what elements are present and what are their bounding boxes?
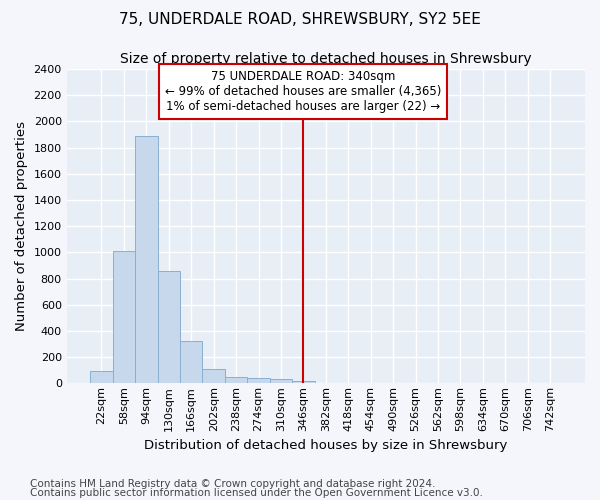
Bar bbox=[90, 372, 113, 384]
Y-axis label: Number of detached properties: Number of detached properties bbox=[15, 121, 28, 331]
Bar bbox=[113, 251, 135, 384]
Bar bbox=[202, 369, 225, 384]
Text: Contains HM Land Registry data © Crown copyright and database right 2024.: Contains HM Land Registry data © Crown c… bbox=[30, 479, 436, 489]
Text: 75, UNDERDALE ROAD, SHREWSBURY, SY2 5EE: 75, UNDERDALE ROAD, SHREWSBURY, SY2 5EE bbox=[119, 12, 481, 28]
Text: Contains public sector information licensed under the Open Government Licence v3: Contains public sector information licen… bbox=[30, 488, 483, 498]
Bar bbox=[292, 380, 314, 384]
Title: Size of property relative to detached houses in Shrewsbury: Size of property relative to detached ho… bbox=[120, 52, 532, 66]
Text: 75 UNDERDALE ROAD: 340sqm
← 99% of detached houses are smaller (4,365)
1% of sem: 75 UNDERDALE ROAD: 340sqm ← 99% of detac… bbox=[165, 70, 442, 114]
Bar bbox=[225, 376, 247, 384]
Bar bbox=[135, 136, 158, 384]
Bar bbox=[180, 342, 202, 384]
Bar bbox=[158, 270, 180, 384]
Bar bbox=[270, 380, 292, 384]
X-axis label: Distribution of detached houses by size in Shrewsbury: Distribution of detached houses by size … bbox=[144, 440, 508, 452]
Bar bbox=[247, 378, 270, 384]
